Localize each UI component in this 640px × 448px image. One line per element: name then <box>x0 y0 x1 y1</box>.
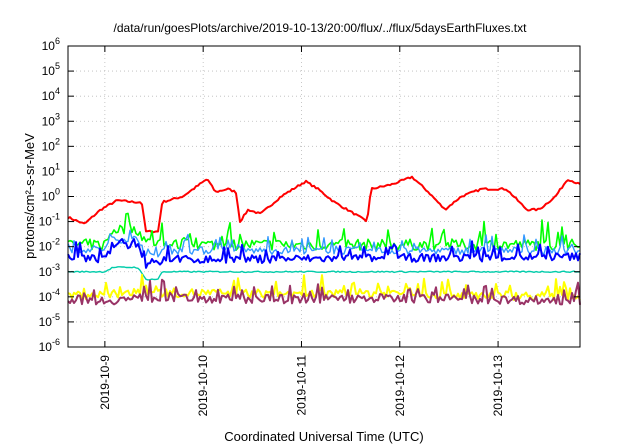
y-tick-label: 10-6 <box>39 337 60 354</box>
x-tick-label: 2019-10-12 <box>393 355 407 417</box>
x-tick-label: 2019-10-9 <box>98 355 112 410</box>
series-line-4 <box>67 266 581 281</box>
x-tick-label: 2019-10-10 <box>196 355 210 417</box>
series-line-5 <box>67 273 581 302</box>
x-tick-label: 2019-10-13 <box>491 355 505 417</box>
chart-title: /data/run/goesPlots/archive/2019-10-13/2… <box>114 21 528 35</box>
y-tick-label: 10-1 <box>39 212 60 229</box>
y-axis-label: protons/cm²-s-sr-MeV <box>22 133 37 259</box>
series-group <box>67 175 581 306</box>
series-line-0 <box>67 175 581 234</box>
y-tick-label: 101 <box>42 161 60 178</box>
y-tick-label: 103 <box>42 111 60 128</box>
grid <box>68 45 580 348</box>
y-tick-label: 10-5 <box>39 312 60 329</box>
y-axis: 10-6 10-5 10-4 10-3 10-2 10-1 100 101 102 103 104 1… <box>39 36 580 354</box>
y-tick-label: 104 <box>42 86 60 103</box>
series-line-3 <box>67 238 581 269</box>
y-tick-label: 10-3 <box>39 262 60 279</box>
y-tick-label: 105 <box>42 61 60 78</box>
series-line-1 <box>67 212 581 252</box>
x-tick-label: 2019-10-11 <box>294 355 308 416</box>
series-line-6 <box>67 278 581 306</box>
y-tick-label: 10-2 <box>39 237 60 254</box>
x-axis: 2019-10-9 2019-10-10 2019-10-11 2019-10-12 2… <box>98 46 505 416</box>
y-tick-label: 106 <box>42 36 60 53</box>
y-tick-label: 102 <box>42 136 60 153</box>
y-tick-label: 100 <box>42 187 60 204</box>
y-tick-label: 10-4 <box>39 287 60 304</box>
x-axis-label: Coordinated Universal Time (UTC) <box>224 429 423 444</box>
